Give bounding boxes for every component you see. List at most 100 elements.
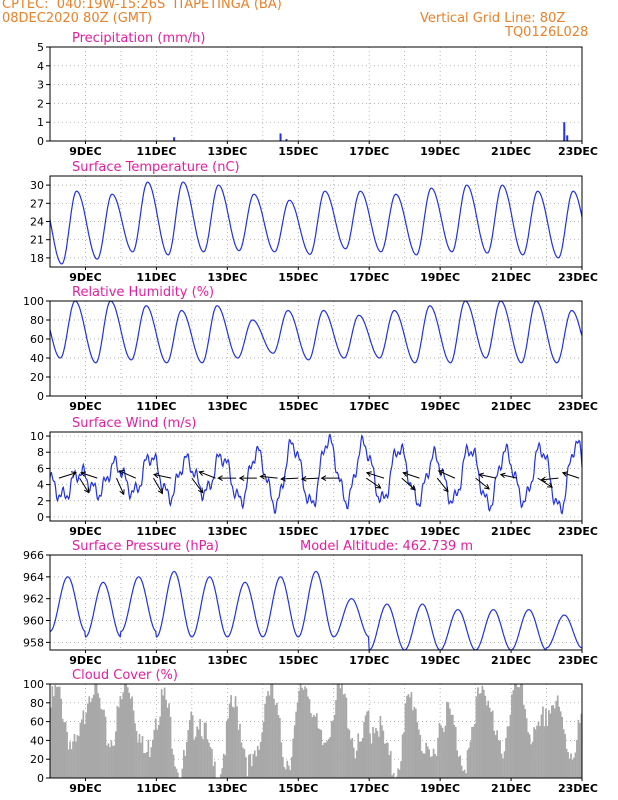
cloud-bar [52,696,55,778]
cloud-bar [183,750,185,778]
cloud-bar [76,735,79,778]
cloud-bar [67,749,70,778]
cloud-bar [209,747,212,778]
cloud-bar [153,729,156,778]
cloud-bar [471,727,473,778]
x-tick-label: 9DEC [69,400,101,413]
cloud-bar [335,700,337,778]
cloud-bar [162,695,164,778]
cloud-bar [519,684,522,778]
cloud-bar [194,736,197,778]
cloud-bar [400,761,402,778]
cloud-bar [264,703,266,778]
cloud-bar [250,766,253,778]
station-title: CPTEC: 040:19W-15:26S ITAPETINGA (BA) [2,0,282,12]
run-date: 08DEC2020 80Z (GMT) [2,11,153,26]
x-tick-label: 11DEC [136,654,176,667]
cloud-bar [437,737,439,778]
cloud-bar [143,753,145,778]
cloud-bar [482,689,485,778]
grid-note: Vertical Grid Line: 80Z [420,11,566,26]
cloud-bar [403,732,405,778]
cloud-bar [426,746,429,778]
cloud-bar [307,696,309,778]
wind-arrow [217,475,237,481]
cloud-bar [330,721,333,778]
cloud-bar [474,723,476,778]
cloud-bar [459,755,462,778]
cloud-bar [552,705,555,778]
cloud-bar [185,742,188,778]
x-tick-label: 19DEC [420,145,460,158]
wind-arrow [436,477,449,493]
x-tick-label: 9DEC [69,782,101,795]
cloud-bar [481,685,484,778]
x-tick-label: 21DEC [491,271,531,284]
cloud-bar [372,727,374,778]
cloud-bar [119,696,122,778]
cloud-bar [230,695,232,778]
wind-arrow-shaft [366,472,385,479]
cloud-bar [548,710,550,778]
wind-arrow-shaft [199,471,216,479]
wind-arrow [80,471,98,479]
wind-arrow-shaft [116,477,125,495]
panel-frame [49,431,583,522]
cloud-bar [487,700,490,778]
cloud-bar [443,731,445,778]
cloud-bar [391,775,394,778]
x-tick-label: 17DEC [349,782,389,795]
cloud-bar [559,711,562,778]
x-tick-label: 19DEC [420,400,460,413]
cloud-bar [496,730,498,778]
wind-arrow [118,470,136,479]
cloud-bar [279,717,281,778]
cloud-bar [534,729,537,778]
cloud-bar [126,687,129,778]
cloud-bar [187,729,190,778]
y-tick-label: 20 [30,371,44,384]
cloud-bar [122,692,125,778]
cloud-bar [224,755,227,778]
cloud-bar [75,741,77,778]
wind-arrow-head [478,472,485,479]
cloud-bar [165,699,167,778]
wind-arrow-head [300,475,307,482]
cloud-bar [304,686,306,778]
cloud-bar [273,698,275,778]
cloud-bar [333,714,336,778]
cloud-bar [422,753,425,778]
wind-arrow-head [499,472,506,479]
cloud-bar [299,684,302,778]
wind-arrow-head [484,484,490,490]
cloud-bar [73,734,76,778]
x-tick-label: 21DEC [491,525,531,538]
cloud-bar [234,696,237,778]
cloud-bar [321,745,324,778]
y-tick-label: 100 [23,678,44,691]
cloud-bar [81,719,83,778]
cloud-bar [113,745,116,778]
wind-arrow [561,471,580,479]
wind-arrow-shaft [58,472,77,479]
panel-frame [49,46,583,142]
cloud-bar [460,765,463,778]
wind-arrow [79,477,90,494]
cloud-bar [181,768,184,778]
cloud-bar [276,702,278,778]
y-tick-label: 30 [30,179,44,192]
cloud-bar [466,750,469,778]
cloud-bar [323,742,326,778]
cloud-bar [451,714,454,778]
cloud-bar [131,696,133,778]
cloud-bar [286,760,289,778]
cloud-bar [533,727,535,778]
cloud-bar [78,736,80,778]
cloud-bar [395,776,398,778]
cloud-bar [558,706,561,778]
cloud-bar [248,754,250,778]
x-tick-label: 9DEC [69,654,101,667]
wind-arrow-shaft [365,477,381,489]
cloud-bar [568,758,571,778]
series-line [49,570,583,651]
